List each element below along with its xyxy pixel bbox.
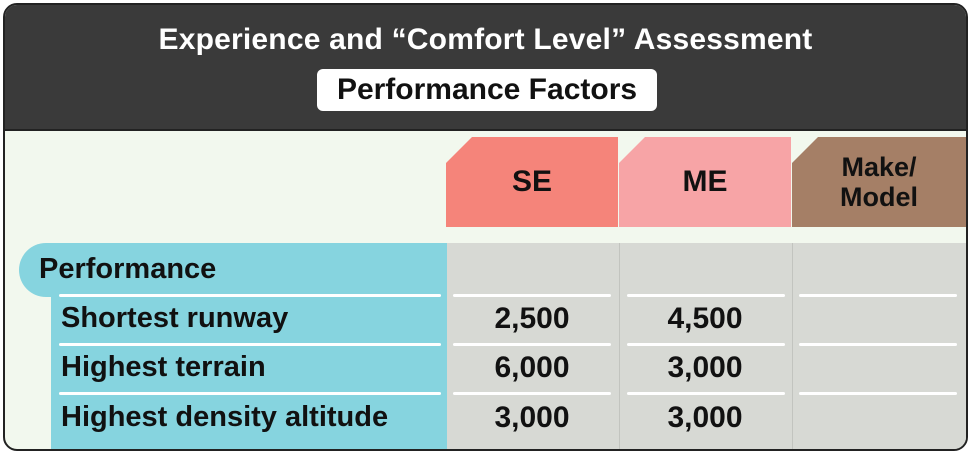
values-grid bbox=[447, 243, 966, 449]
row-label-shortest-runway: Shortest runway bbox=[61, 302, 289, 334]
row-separator bbox=[453, 343, 611, 346]
column-header-make-model: Make/ Model bbox=[792, 137, 966, 227]
row-separator bbox=[799, 343, 957, 346]
column-header-model-label: Model bbox=[840, 182, 918, 212]
row-separator bbox=[627, 294, 785, 297]
row-separator bbox=[59, 294, 441, 297]
row-label-band bbox=[51, 243, 447, 449]
cell-me-highest-density-altitude: 3,000 bbox=[667, 401, 743, 434]
column-header-me: ME bbox=[619, 137, 791, 227]
column-header-se: SE bbox=[446, 137, 618, 227]
section-subtitle: Performance Factors bbox=[317, 69, 657, 111]
row-separator bbox=[59, 343, 441, 346]
card-header: Experience and “Comfort Level” Assessmen… bbox=[5, 5, 966, 131]
row-separator bbox=[453, 294, 611, 297]
column-divider bbox=[619, 243, 620, 449]
row-separator bbox=[799, 294, 957, 297]
cell-se-highest-density-altitude: 3,000 bbox=[494, 401, 570, 434]
column-header-me-label: ME bbox=[682, 165, 728, 198]
cell-me-highest-terrain: 3,000 bbox=[667, 351, 743, 384]
row-separator bbox=[453, 392, 611, 395]
cell-me-shortest-runway: 4,500 bbox=[667, 302, 743, 335]
row-label-highest-density-altitude: Highest density altitude bbox=[61, 401, 389, 433]
row-separator bbox=[627, 343, 785, 346]
row-separator bbox=[59, 392, 441, 395]
section-title-performance: Performance bbox=[39, 253, 217, 285]
row-separator bbox=[627, 392, 785, 395]
cell-se-highest-terrain: 6,000 bbox=[494, 351, 570, 384]
row-label-highest-terrain: Highest terrain bbox=[61, 351, 266, 383]
column-header-make-label: Make/ bbox=[841, 152, 917, 182]
row-separator bbox=[799, 392, 957, 395]
column-divider bbox=[792, 243, 793, 449]
assessment-card: Experience and “Comfort Level” Assessmen… bbox=[3, 3, 968, 451]
column-header-se-label: SE bbox=[511, 165, 553, 198]
cell-se-shortest-runway: 2,500 bbox=[494, 302, 570, 335]
page-title: Experience and “Comfort Level” Assessmen… bbox=[158, 23, 813, 56]
